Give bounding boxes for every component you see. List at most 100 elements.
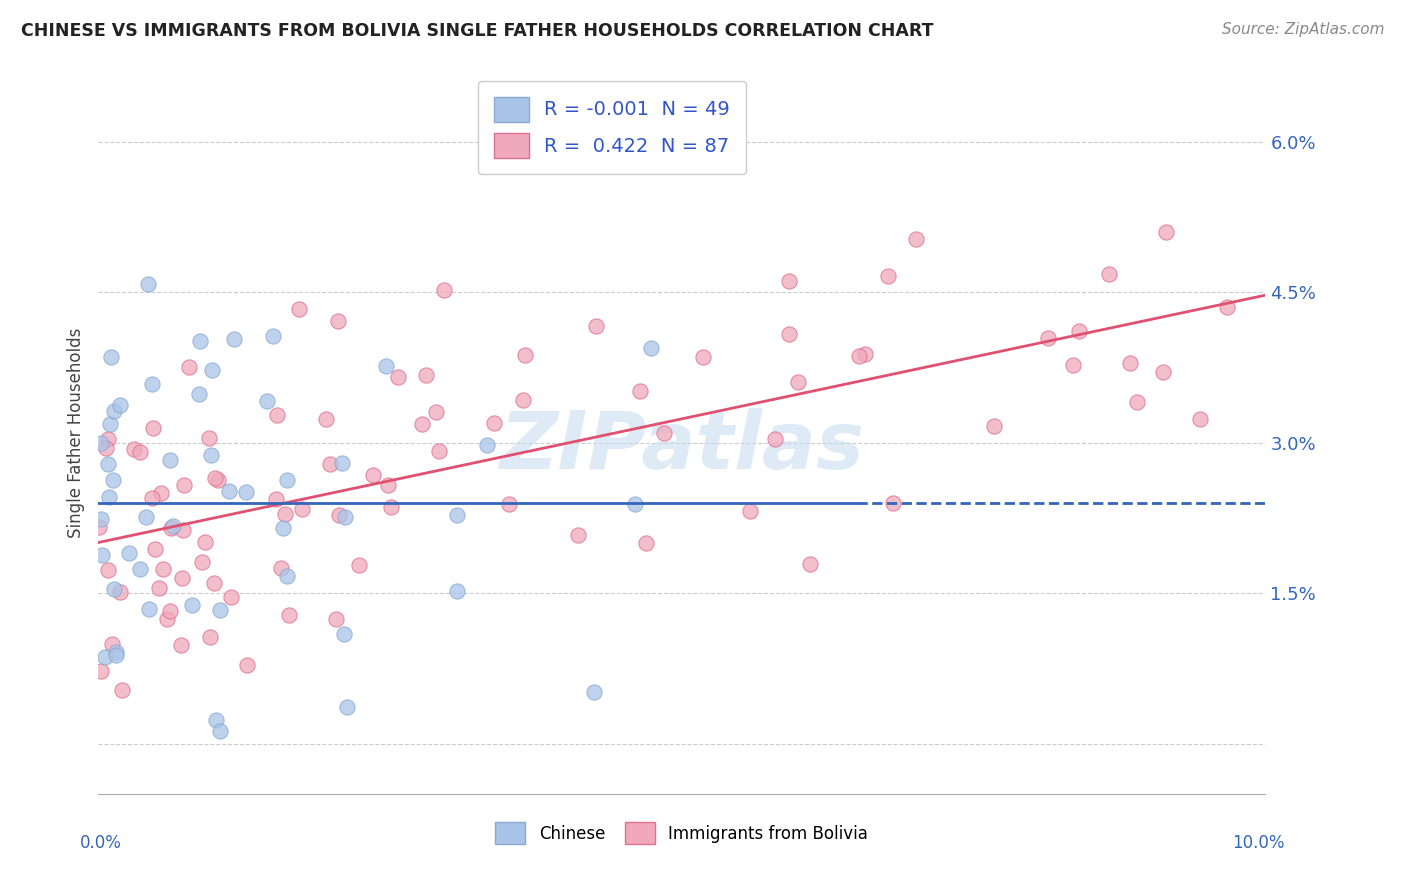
Point [208,603,231,617]
Point [513,348,536,362]
Point [191,555,214,569]
Point [98,417,121,431]
Point [194,534,217,549]
Point [652,426,675,441]
Point [159,521,181,535]
Point [375,359,398,373]
Point [446,508,468,523]
Point [498,496,520,510]
Point [150,485,173,500]
Point [97,490,120,504]
Point [326,314,349,328]
Point [778,326,800,341]
Point [129,562,152,576]
Point [148,581,170,595]
Point [276,473,298,487]
Point [433,284,456,298]
Point [1036,331,1059,345]
Point [197,431,219,445]
Text: 0.0%: 0.0% [80,834,122,852]
Point [103,582,125,597]
Point [236,657,259,672]
Point [188,334,211,348]
Point [983,419,1005,434]
Point [143,542,166,557]
Point [90,512,112,526]
Point [512,393,534,408]
Point [319,457,342,471]
Point [256,394,278,409]
Point [446,584,468,599]
Point [477,438,499,452]
Point [636,536,658,550]
Point [361,468,384,483]
Legend: Chinese, Immigrants from Bolivia: Chinese, Immigrants from Bolivia [489,816,875,851]
Point [235,484,257,499]
Point [103,404,125,418]
Text: Source: ZipAtlas.com: Source: ZipAtlas.com [1222,22,1385,37]
Point [94,650,117,665]
Point [799,557,821,571]
Point [377,478,399,492]
Point [425,405,447,419]
Point [429,444,451,458]
Point [170,571,193,585]
Point [273,521,295,535]
Point [202,576,225,591]
Point [1063,358,1085,372]
Point [585,319,607,334]
Point [87,519,110,533]
Point [853,347,876,361]
Point [100,350,122,364]
Point [482,416,505,430]
Text: 10.0%: 10.0% [1232,834,1285,852]
Point [100,637,122,651]
Point [1098,267,1121,281]
Point [278,607,301,622]
Point [180,598,202,612]
Point [763,433,786,447]
Point [159,453,181,467]
Point [288,302,311,317]
Point [1126,394,1149,409]
Point [1118,356,1140,370]
Point [387,370,409,384]
Y-axis label: Single Father Households: Single Father Households [66,327,84,538]
Point [347,558,370,572]
Point [108,398,131,412]
Point [1152,364,1174,378]
Point [291,501,314,516]
Point [111,683,134,698]
Point [188,387,211,401]
Point [105,648,128,662]
Point [200,448,222,462]
Point [162,518,184,533]
Point [177,360,200,375]
Point [141,376,163,391]
Point [1216,300,1239,314]
Point [325,612,347,626]
Point [224,332,246,346]
Point [330,456,353,470]
Point [1156,226,1178,240]
Point [882,496,904,510]
Point [90,436,112,450]
Point [96,441,118,455]
Point [333,627,356,641]
Point [640,341,662,355]
Point [583,684,606,698]
Point [141,491,163,505]
Point [97,457,120,471]
Point [276,568,298,582]
Point [172,523,194,537]
Point [567,527,589,541]
Point [207,473,229,487]
Point [624,498,647,512]
Point [201,363,224,377]
Point [273,507,295,521]
Point [159,604,181,618]
Point [124,442,146,457]
Point [118,546,141,560]
Point [90,548,112,562]
Point [170,638,193,652]
